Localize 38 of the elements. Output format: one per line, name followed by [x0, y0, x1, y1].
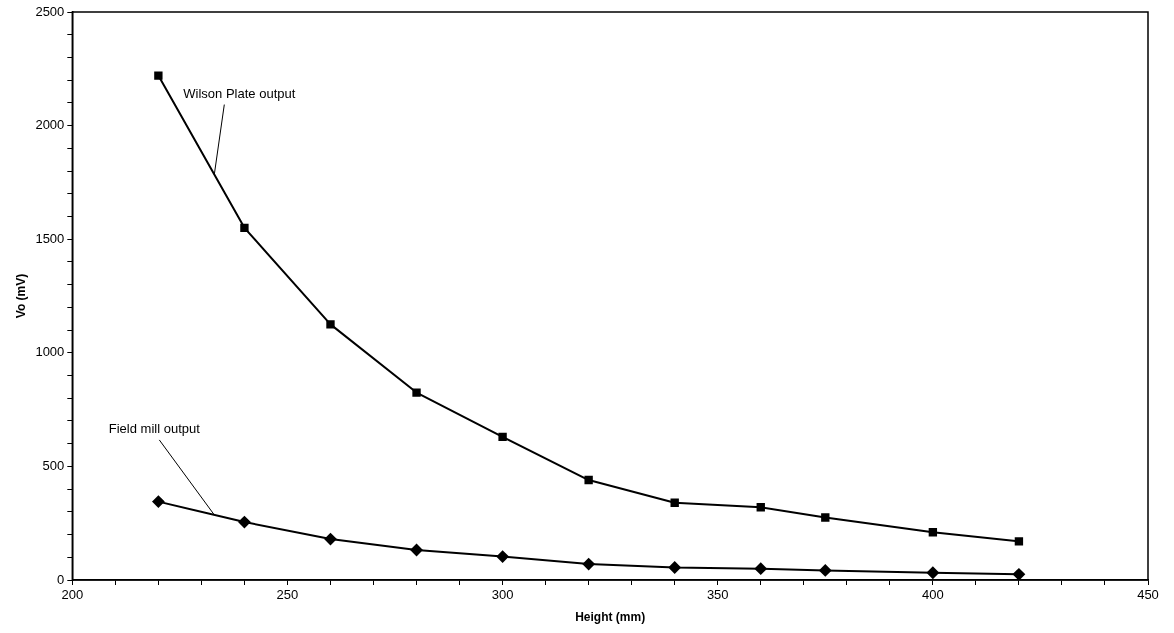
y-tick-label: 500 [42, 457, 65, 473]
x-tick-label: 300 [491, 587, 514, 603]
x-tick-label: 400 [922, 587, 944, 603]
point [496, 550, 509, 563]
point [754, 562, 767, 575]
point [821, 513, 830, 522]
y-tick-label: 2500 [35, 3, 65, 19]
point [670, 498, 679, 507]
text: Field mill output [108, 421, 201, 437]
point [154, 71, 163, 80]
point [926, 566, 939, 579]
point [240, 223, 249, 233]
point [412, 388, 421, 397]
y-tick-label: 0 [57, 571, 65, 587]
x-tick-label: 450 [1137, 587, 1159, 603]
y-tick-label: 1000 [35, 344, 65, 360]
point [668, 561, 681, 574]
y-tick-label: 2000 [35, 117, 65, 133]
point [152, 495, 165, 508]
x-tick-label: 200 [61, 587, 84, 603]
series-label: Wilson Plate output [183, 86, 296, 102]
x-tick-label: 350 [706, 587, 729, 603]
point [819, 564, 832, 577]
point [326, 320, 335, 329]
point [582, 558, 595, 571]
point [410, 544, 423, 557]
y-axis-title: Vo (mV) [13, 273, 28, 319]
point [756, 503, 765, 512]
point [1012, 568, 1025, 580]
point [498, 432, 507, 442]
point [928, 528, 938, 537]
point [1014, 537, 1024, 546]
y-tick-label: 1500 [35, 230, 65, 246]
point [584, 475, 593, 485]
x-tick-label: 250 [276, 587, 299, 603]
point [238, 516, 251, 529]
x-axis-title: Height (mm) [575, 610, 646, 625]
point [324, 533, 337, 546]
